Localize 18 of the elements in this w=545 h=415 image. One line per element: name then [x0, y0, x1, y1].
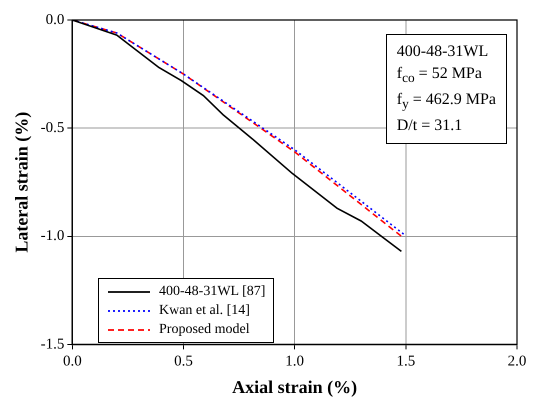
annotation: f$_{co}$ = 52 MPa — [396, 64, 483, 88]
y-tick-label: -1.0 — [40, 228, 64, 244]
annotation: D/t = 31.1 — [396, 116, 464, 136]
annotation: 400-48-31WL — [396, 42, 490, 62]
annotation: f$_{y}$ = 462.9 MPa — [396, 90, 496, 114]
y-tick-label: -0.5 — [40, 120, 64, 136]
x-tick-label: 1.5 — [396, 353, 416, 370]
x-tick-label: 1.0 — [285, 353, 304, 370]
x-tick-label: 0.5 — [174, 353, 193, 370]
legend-label: Proposed model — [159, 322, 250, 338]
x-axis-title: Axial strain (%) — [232, 376, 358, 397]
y-axis-title: Lateral strain (%) — [11, 112, 32, 253]
x-tick-label: 2.0 — [508, 353, 526, 370]
x-tick-label: 0.0 — [62, 353, 82, 370]
legend-label: 400-48-31WL [87] — [159, 284, 266, 300]
legend-label: Kwan et al. [14] — [159, 302, 250, 318]
y-tick-label: -1.5 — [40, 336, 64, 352]
y-tick-label: 0.0 — [46, 12, 64, 28]
